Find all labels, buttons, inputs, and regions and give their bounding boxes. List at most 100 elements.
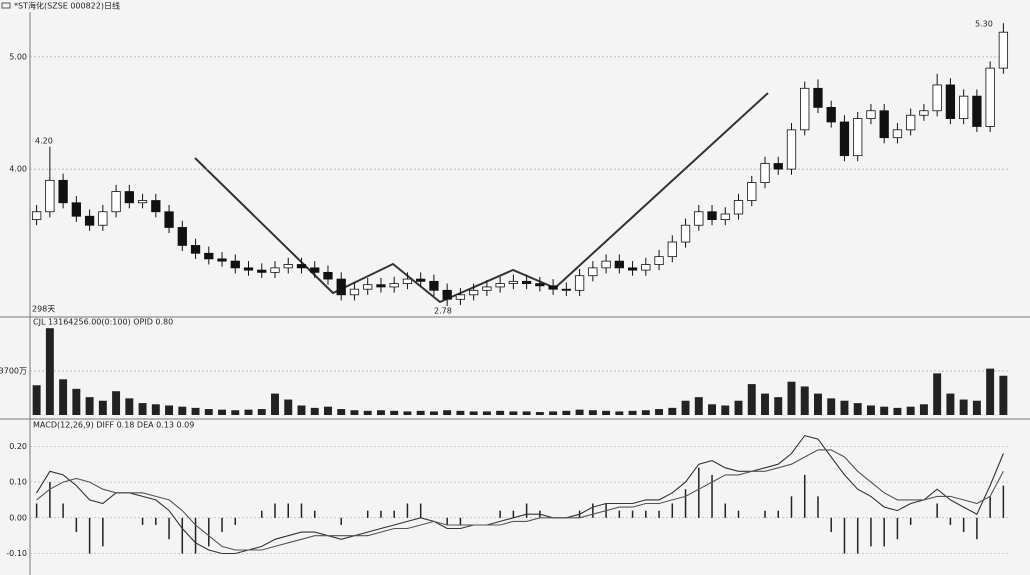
volume-bar (959, 399, 968, 415)
volume-bar (999, 375, 1008, 415)
candle-body (747, 182, 757, 201)
candle-body (429, 280, 439, 291)
candle-body (442, 289, 452, 300)
candle-body (177, 227, 187, 246)
candle-body (310, 267, 320, 273)
candle-body (455, 294, 466, 300)
volume-bar (747, 384, 756, 415)
candle-body (495, 283, 505, 288)
volume-bar (893, 407, 902, 415)
candle-body (826, 106, 836, 123)
candle-body (217, 258, 227, 262)
volume-bar (562, 410, 571, 415)
candle-body (813, 87, 823, 108)
candle-body (389, 283, 399, 288)
volume-bar (575, 409, 584, 415)
candle-body (680, 224, 691, 243)
candle-body (972, 95, 982, 127)
volume-bar (906, 406, 915, 415)
volume-bar (496, 410, 505, 415)
candle-body (733, 200, 744, 215)
candle-body (998, 31, 1009, 69)
annotation: 298天 (32, 305, 55, 314)
candle-body (416, 278, 426, 282)
volume-bar (708, 404, 716, 415)
candle-body (588, 267, 598, 277)
y-tick-label: 3700万 (0, 367, 27, 376)
candle-body (124, 191, 134, 204)
y-tick-label: 4.00 (9, 165, 27, 174)
volume-bar (271, 393, 279, 415)
candle-body (535, 283, 545, 287)
macd-line (36, 434, 1004, 555)
candle-body (548, 285, 558, 290)
volume-bar (628, 410, 637, 415)
volume-bar (98, 400, 107, 415)
candle-body (601, 260, 611, 269)
candle-body (323, 271, 333, 280)
volume-bar (721, 405, 730, 415)
volume-bar (165, 405, 174, 415)
candle-body (866, 110, 876, 120)
volume-bar (761, 393, 769, 415)
candle-body (707, 211, 717, 221)
y-tick-label: 0.00 (9, 513, 27, 522)
volume-bar (522, 411, 531, 415)
panel-title: CJL 13164256.00(0:100) OPID 0.80 (33, 318, 173, 327)
volume-bar (416, 410, 425, 415)
volume-bar (946, 393, 955, 415)
y-tick-label: -0.10 (6, 549, 27, 558)
candle-body (283, 264, 293, 269)
volume-bar (588, 410, 597, 415)
candle-body (853, 118, 863, 157)
volume-bar (535, 412, 544, 415)
volume-bar (390, 410, 399, 415)
candle-body (402, 278, 413, 284)
volume-bar (204, 409, 213, 415)
candle-body (376, 284, 386, 288)
volume-bar (774, 397, 783, 415)
volume-bar (257, 409, 266, 415)
candle-body (482, 286, 492, 291)
candle-body (164, 211, 174, 228)
volume-bar (59, 379, 68, 415)
volume-bar (85, 397, 94, 415)
candle-body (906, 114, 916, 131)
candle-body (892, 129, 903, 139)
volume-bar (429, 411, 438, 415)
candle-body (58, 179, 68, 204)
y-tick-label: 0.20 (9, 442, 27, 451)
window-icon (1, 2, 11, 9)
volume-bar (151, 404, 160, 415)
volume-bar (125, 398, 134, 415)
candle-body (84, 215, 95, 226)
volume-bar (866, 405, 875, 415)
volume-bar (509, 411, 518, 415)
annotation: 5.30 (975, 20, 993, 29)
candle-body (98, 211, 108, 226)
volume-bar (986, 368, 995, 415)
candle-body (720, 213, 730, 221)
volume-bar (376, 410, 385, 415)
candle-body (190, 245, 201, 254)
candle-body (614, 260, 624, 269)
candle-body (627, 267, 638, 271)
candle-body (204, 252, 214, 260)
candle-body (786, 129, 797, 170)
volume-bar (787, 381, 796, 415)
volume-bar (297, 405, 306, 415)
panel-title: MACD(12,26,9) DIFF 0.18 DEA 0.13 0.09 (33, 421, 194, 430)
volume-bar (694, 397, 703, 415)
panel-title: *ST海化(SZSE 000822)日线 (14, 1, 120, 11)
volume-bar (456, 410, 465, 415)
volume-bar (337, 409, 346, 415)
candle-body (521, 280, 532, 284)
volume-bar (218, 409, 226, 415)
volume-bar (191, 407, 200, 415)
volume-bar (800, 386, 809, 415)
candle-body (230, 260, 240, 269)
volume-bar (972, 400, 981, 415)
candle-body (151, 200, 161, 213)
candle-body (561, 288, 571, 291)
candle-body (336, 278, 346, 296)
